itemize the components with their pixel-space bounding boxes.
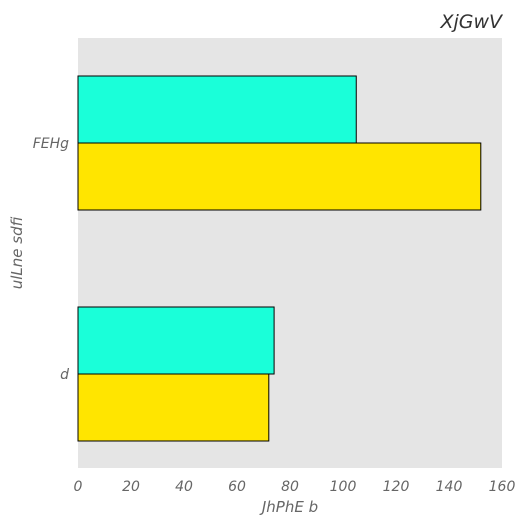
y-tick-labels: FEHg d — [33, 136, 69, 383]
bar-d-series-2 — [77, 373, 270, 442]
bar-d-series-1 — [77, 306, 275, 375]
x-tick-label: 100 — [330, 479, 357, 495]
x-tick-label: 80 — [281, 479, 299, 495]
bar-FEHg-series-1 — [77, 75, 357, 144]
y-axis-label: ulLne sdfi — [8, 216, 26, 289]
y-tick-label: d — [60, 367, 69, 383]
chart-title: XjGwV — [439, 11, 504, 33]
x-tick-label: 140 — [436, 479, 463, 495]
y-tick-label: FEHg — [33, 136, 69, 152]
x-tick-label: 0 — [74, 479, 83, 495]
x-axis-label: JhPhE b — [259, 498, 318, 516]
x-tick-label: 20 — [122, 479, 140, 495]
bar-FEHg-series-2 — [77, 142, 482, 211]
x-tick-label: 40 — [175, 479, 193, 495]
bars-group — [77, 75, 482, 442]
x-tick-label: 60 — [228, 479, 246, 495]
x-tick-label: 120 — [383, 479, 410, 495]
x-tick-labels: 0 20 40 60 80 100 120 140 160 — [74, 479, 516, 495]
x-tick-label: 160 — [489, 479, 516, 495]
